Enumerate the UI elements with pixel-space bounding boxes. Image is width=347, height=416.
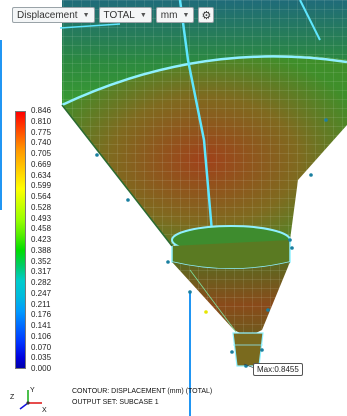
result-toolbar: Displacement ▼ TOTAL ▼ mm ▼ ⚙ bbox=[12, 7, 215, 23]
ring-band-side bbox=[171, 240, 291, 270]
axis-triad: Z X Y bbox=[10, 387, 47, 413]
color-bar bbox=[15, 111, 26, 369]
legend-value: 0.599 bbox=[31, 181, 52, 191]
result-type-dropdown[interactable]: Displacement ▼ bbox=[12, 7, 95, 23]
left-edge-indicator bbox=[0, 40, 2, 210]
legend-value: 0.458 bbox=[31, 224, 52, 234]
unit-value: mm bbox=[160, 9, 178, 21]
rim-stiffener bbox=[61, 55, 347, 107]
legend-value: 0.211 bbox=[31, 299, 51, 309]
legend-value: 0.669 bbox=[31, 159, 52, 169]
gear-icon[interactable]: ⚙ bbox=[198, 7, 215, 23]
mesh-overlay bbox=[62, 0, 347, 105]
legend-value: 0.035 bbox=[31, 353, 52, 363]
legend-value: 0.564 bbox=[31, 192, 52, 201]
legend-value: 0.000 bbox=[31, 364, 52, 373]
mesh-overlay bbox=[172, 262, 290, 334]
result-info: CONTOUR: DISPLACEMENT (mm) (TOTAL) OUTPU… bbox=[72, 386, 212, 408]
legend-value: 0.528 bbox=[31, 202, 52, 212]
chevron-down-icon: ▼ bbox=[82, 11, 90, 19]
triad-label-y: Y bbox=[30, 387, 35, 394]
chevron-down-icon: ▼ bbox=[139, 11, 147, 19]
outlet-spout bbox=[232, 332, 264, 367]
contour-caption: CONTOUR: DISPLACEMENT (mm) (TOTAL) bbox=[72, 388, 213, 395]
probe-point bbox=[204, 310, 208, 314]
unit-dropdown[interactable]: mm ▼ bbox=[155, 7, 195, 23]
triad-label-x: X bbox=[42, 407, 47, 413]
component-dropdown[interactable]: TOTAL ▼ bbox=[98, 7, 152, 23]
legend-value: 0.388 bbox=[31, 245, 52, 255]
chevron-down-icon: ▼ bbox=[182, 11, 190, 19]
result-type-value: Displacement bbox=[17, 9, 78, 21]
legend-value: 0.106 bbox=[31, 331, 52, 341]
legend-value: 0.493 bbox=[31, 213, 52, 223]
vertical-stiffener bbox=[178, 0, 214, 233]
legend-value: 0.775 bbox=[31, 127, 52, 137]
legend-value: 0.423 bbox=[31, 235, 52, 244]
max-value-label: Max:0.8455 bbox=[253, 363, 303, 376]
legend-value: 0.810 bbox=[31, 116, 52, 126]
component-value: TOTAL bbox=[103, 9, 135, 21]
triad-label-z: Z bbox=[10, 394, 15, 401]
cone-seam bbox=[189, 269, 237, 333]
output-set-caption: OUTPUT SET: SUBCASE 1 bbox=[72, 399, 159, 406]
upper-rib bbox=[59, 23, 121, 29]
legend-value: 0.070 bbox=[31, 342, 52, 352]
legend-value: 0.176 bbox=[31, 310, 52, 320]
legend-value: 0.317 bbox=[31, 267, 52, 277]
legend-value: 0.141 bbox=[31, 321, 52, 330]
upper-rib bbox=[299, 0, 321, 41]
legend-value: 0.352 bbox=[31, 256, 52, 266]
legend-value: 0.634 bbox=[31, 170, 52, 180]
legend-value: 0.740 bbox=[31, 138, 52, 148]
legend-value: 0.247 bbox=[31, 288, 52, 298]
legend-value: 0.705 bbox=[31, 149, 52, 158]
legend-value: 0.846 bbox=[31, 106, 52, 115]
max-leader-line bbox=[243, 363, 255, 369]
funnel-edge bbox=[61, 104, 173, 247]
legend-value: 0.282 bbox=[31, 278, 52, 287]
